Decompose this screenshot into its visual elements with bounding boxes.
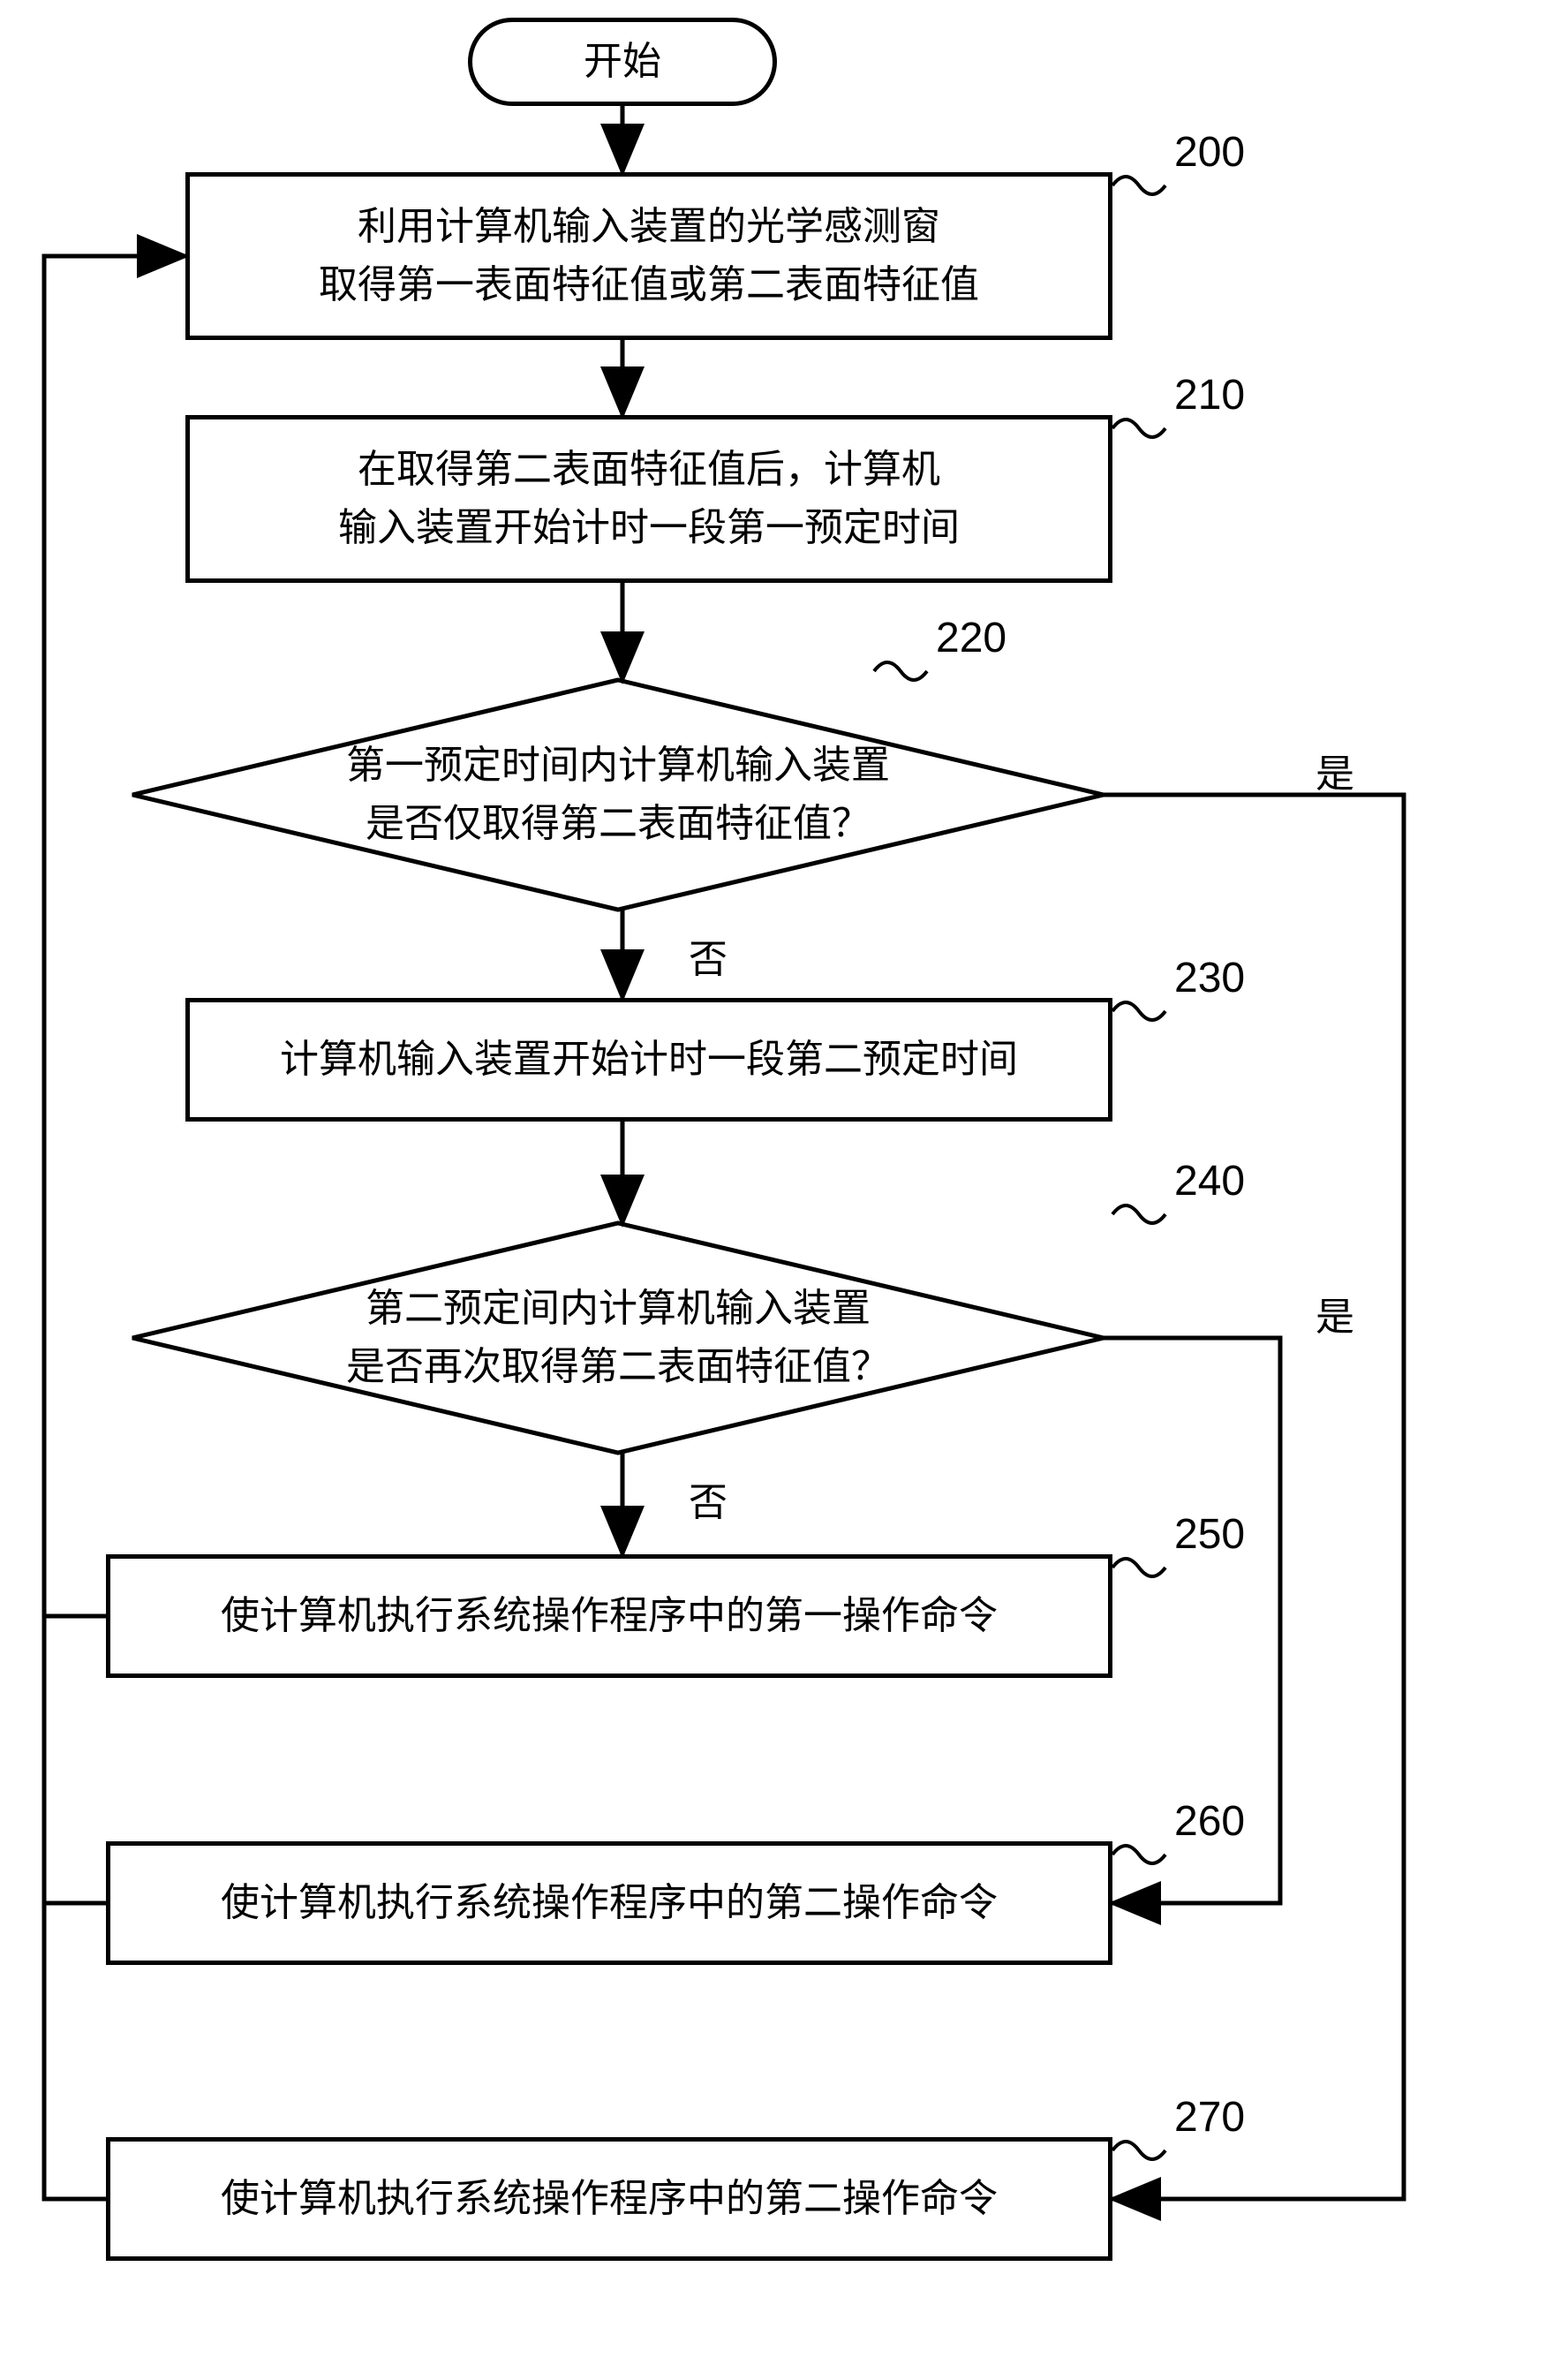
step-200-text: 利用计算机输入装置的光学感测窗 取得第一表面特征值或第二表面特征值 xyxy=(310,189,988,323)
start-node: 开始 xyxy=(468,18,777,106)
step-260-text: 使计算机执行系统操作程序中的第二操作命令 xyxy=(212,1865,1006,1941)
step-210: 在取得第二表面特征值后，计算机 输入装置开始计时一段第一预定时间 xyxy=(185,415,1112,583)
step-220-no: 否 xyxy=(689,927,727,984)
step-240-no: 否 xyxy=(689,1470,727,1527)
start-text: 开始 xyxy=(575,24,670,100)
step-240-yes: 是 xyxy=(1316,1285,1354,1341)
step-270-text: 使计算机执行系统操作程序中的第二操作命令 xyxy=(212,2161,1006,2237)
step-230-label: 230 xyxy=(1174,954,1245,1002)
step-250-label: 250 xyxy=(1174,1510,1245,1559)
flowchart-connectors xyxy=(0,0,1553,2380)
step-250-text: 使计算机执行系统操作程序中的第一操作命令 xyxy=(212,1578,1006,1654)
flowchart-container: 开始 利用计算机输入装置的光学感测窗 取得第一表面特征值或第二表面特征值 200… xyxy=(0,0,1553,2380)
step-200-label: 200 xyxy=(1174,128,1245,177)
step-220-text: 第一预定时间内计算机输入装置 是否仅取得第二表面特征值？ xyxy=(337,728,899,862)
step-250: 使计算机执行系统操作程序中的第一操作命令 xyxy=(106,1554,1112,1678)
step-220-label: 220 xyxy=(936,614,1006,662)
step-260: 使计算机执行系统操作程序中的第二操作命令 xyxy=(106,1841,1112,1965)
step-270: 使计算机执行系统操作程序中的第二操作命令 xyxy=(106,2137,1112,2261)
step-270-label: 270 xyxy=(1174,2093,1245,2142)
step-210-text: 在取得第二表面特征值后，计算机 输入装置开始计时一段第一预定时间 xyxy=(329,432,969,566)
step-230: 计算机输入装置开始计时一段第二预定时间 xyxy=(185,998,1112,1122)
step-240: 第二预定间内计算机输入装置 是否再次取得第二表面特征值？ xyxy=(132,1223,1104,1453)
step-220-yes: 是 xyxy=(1316,742,1354,798)
step-230-text: 计算机输入装置开始计时一段第二预定时间 xyxy=(271,1022,1027,1098)
step-220: 第一预定时间内计算机输入装置 是否仅取得第二表面特征值？ xyxy=(132,680,1104,910)
step-260-label: 260 xyxy=(1174,1797,1245,1846)
step-240-label: 240 xyxy=(1174,1157,1245,1205)
step-240-text: 第二预定间内计算机输入装置 是否再次取得第二表面特征值？ xyxy=(337,1271,899,1405)
step-210-label: 210 xyxy=(1174,371,1245,419)
step-200: 利用计算机输入装置的光学感测窗 取得第一表面特征值或第二表面特征值 xyxy=(185,172,1112,340)
